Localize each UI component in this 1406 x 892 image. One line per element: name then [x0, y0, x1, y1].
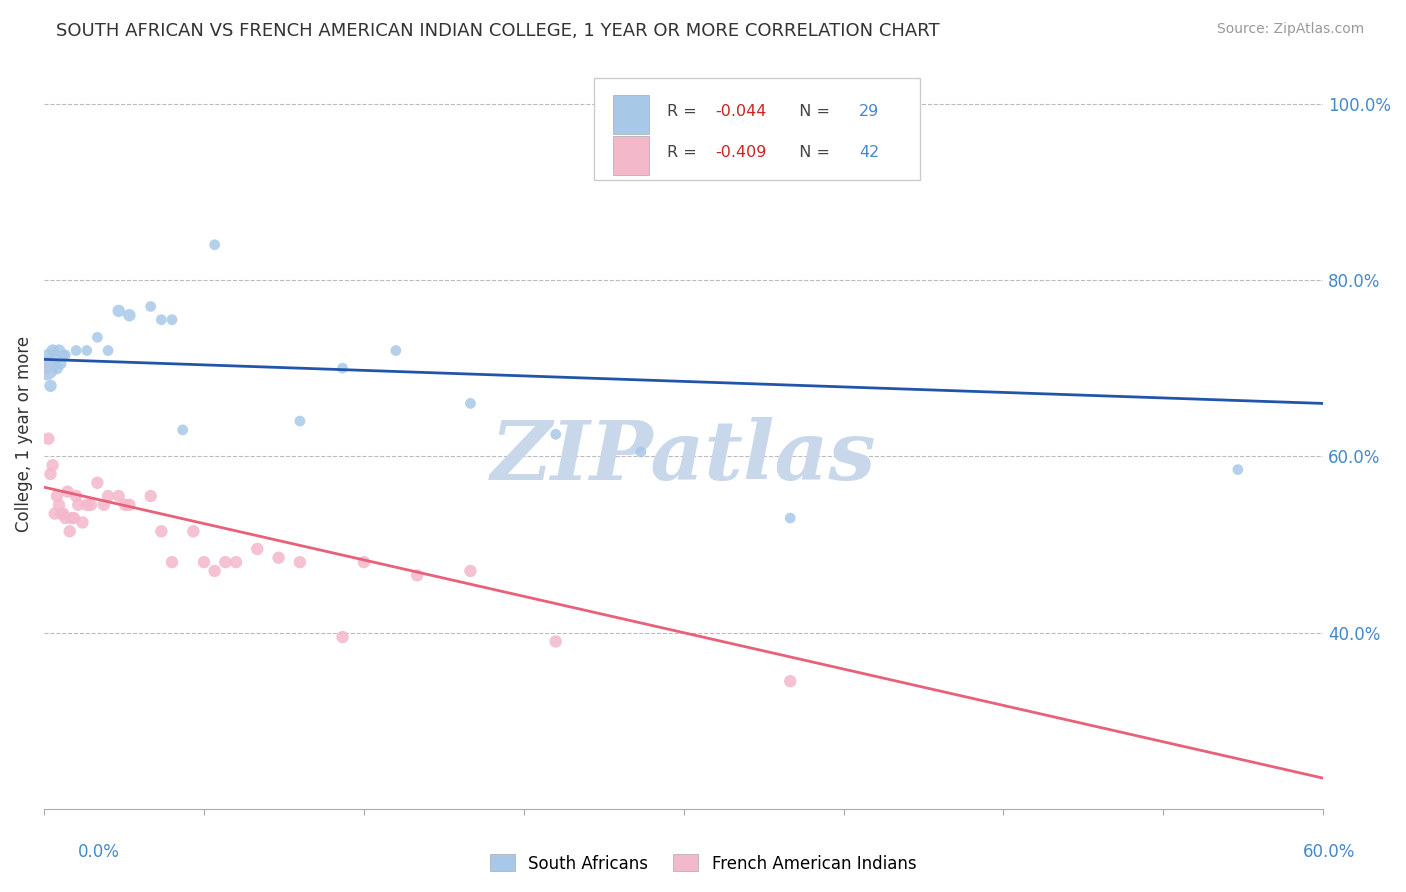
Point: [80, 498, 103, 512]
Point: [160, 312, 183, 326]
Point: [72, 516, 94, 530]
Text: R =: R =: [666, 104, 702, 120]
Point: [67, 498, 90, 512]
Point: [332, 630, 354, 644]
Text: -0.044: -0.044: [716, 104, 768, 120]
Point: [51, 357, 73, 371]
Point: [86, 330, 108, 344]
Point: [35, 361, 58, 376]
Point: [45, 489, 67, 503]
Point: [65, 489, 87, 503]
Point: [183, 524, 205, 539]
Point: [86, 475, 108, 490]
Point: [52, 348, 75, 362]
Point: [37, 432, 59, 446]
Point: [544, 427, 567, 442]
Point: [139, 300, 162, 314]
Point: [39, 379, 62, 393]
Point: [107, 489, 129, 503]
Text: 42: 42: [859, 145, 879, 161]
Point: [52, 507, 75, 521]
Text: 60.0%: 60.0%: [1302, 843, 1355, 861]
Point: [59, 524, 82, 539]
Point: [55, 511, 77, 525]
Point: [779, 511, 801, 525]
Point: [118, 498, 141, 512]
Point: [460, 564, 482, 578]
Bar: [613, 95, 650, 134]
Point: [37, 348, 59, 362]
Legend: South Africans, French American Indians: South Africans, French American Indians: [484, 847, 922, 880]
Point: [246, 541, 269, 556]
Point: [60, 511, 83, 525]
Point: [76, 343, 98, 358]
Point: [267, 550, 290, 565]
Point: [385, 343, 408, 358]
Y-axis label: College, 1 year or more: College, 1 year or more: [15, 336, 32, 533]
Point: [76, 498, 98, 512]
Point: [160, 555, 183, 569]
Point: [150, 524, 173, 539]
Point: [93, 498, 115, 512]
Text: 0.0%: 0.0%: [77, 843, 120, 861]
Point: [39, 467, 62, 481]
Point: [48, 498, 70, 512]
Point: [97, 343, 120, 358]
Text: ZIPatlas: ZIPatlas: [491, 417, 876, 497]
Point: [630, 445, 652, 459]
Point: [139, 489, 162, 503]
Bar: [613, 136, 650, 176]
FancyBboxPatch shape: [595, 78, 921, 179]
Text: SOUTH AFRICAN VS FRENCH AMERICAN INDIAN COLLEGE, 1 YEAR OR MORE CORRELATION CHAR: SOUTH AFRICAN VS FRENCH AMERICAN INDIAN …: [56, 22, 939, 40]
Point: [225, 555, 247, 569]
Point: [44, 507, 66, 521]
Point: [55, 348, 77, 362]
Point: [35, 361, 58, 376]
Point: [41, 458, 63, 472]
Point: [204, 237, 226, 252]
Point: [114, 498, 136, 512]
Point: [150, 312, 173, 326]
Point: [65, 343, 87, 358]
Text: N =: N =: [789, 104, 835, 120]
Point: [460, 396, 482, 410]
Point: [544, 634, 567, 648]
Point: [118, 308, 141, 322]
Point: [44, 352, 66, 367]
Point: [214, 555, 236, 569]
Text: Source: ZipAtlas.com: Source: ZipAtlas.com: [1216, 22, 1364, 37]
Point: [193, 555, 215, 569]
Point: [406, 568, 429, 582]
Point: [63, 511, 86, 525]
Point: [1226, 462, 1249, 476]
Point: [97, 489, 120, 503]
Text: R =: R =: [666, 145, 702, 161]
Text: N =: N =: [789, 145, 835, 161]
Point: [204, 564, 226, 578]
Point: [332, 361, 354, 376]
Point: [172, 423, 194, 437]
Point: [56, 484, 79, 499]
Point: [41, 343, 63, 358]
Point: [779, 674, 801, 689]
Text: -0.409: -0.409: [716, 145, 768, 161]
Point: [288, 555, 311, 569]
Text: 29: 29: [859, 104, 879, 120]
Point: [107, 304, 129, 318]
Point: [353, 555, 375, 569]
Point: [45, 361, 67, 376]
Point: [51, 507, 73, 521]
Point: [288, 414, 311, 428]
Point: [48, 343, 70, 358]
